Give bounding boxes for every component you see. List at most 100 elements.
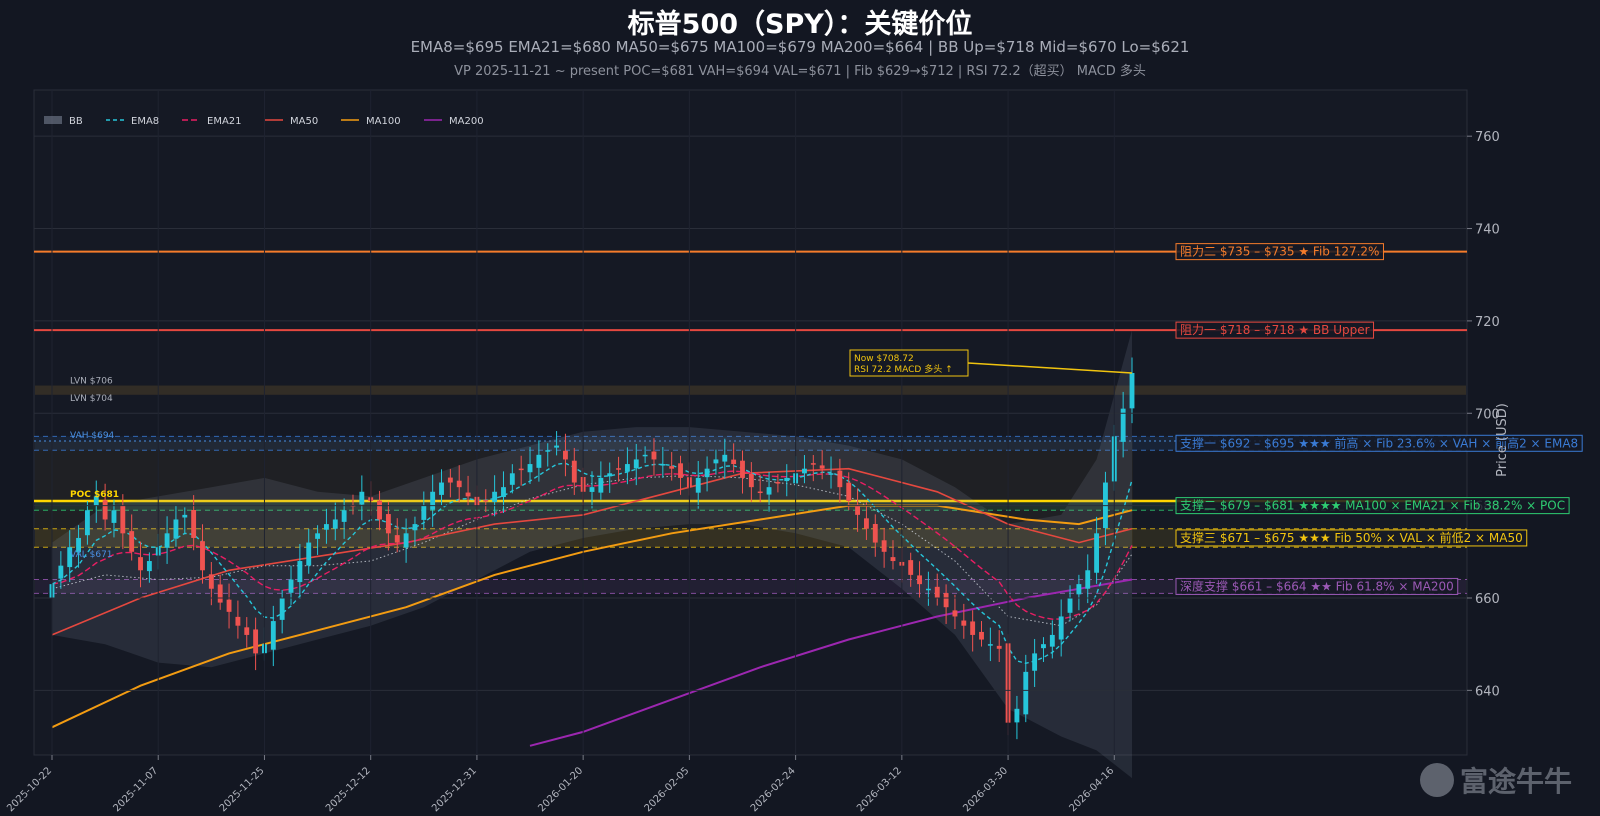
candle-body	[1058, 616, 1064, 640]
candle-body	[465, 492, 471, 497]
candle-body	[669, 466, 675, 469]
candle-body	[332, 519, 338, 529]
resistance2-label-box	[1175, 243, 1384, 261]
candle-body	[802, 468, 807, 474]
candle-body	[323, 524, 329, 530]
value-area-shade	[35, 440, 1133, 548]
candle-body	[1032, 653, 1038, 671]
ma200-line	[529, 578, 1133, 747]
candle-body	[748, 473, 754, 488]
candle-body	[713, 459, 719, 464]
chart-subtitle-indicators: EMA8=$695 EMA21=$680 MA50=$675 MA100=$67…	[410, 38, 1190, 56]
candle-body	[810, 463, 816, 465]
candle-body	[385, 514, 391, 534]
support2-label: 支撑二 $679 – $681 ★★★★ MA100 × EMA21 × Fib…	[1180, 498, 1565, 513]
lvn-label: LVN $704	[70, 394, 113, 404]
legend-label-ema21: EMA21	[207, 116, 242, 127]
candle-body	[270, 621, 276, 650]
candle-body	[837, 470, 843, 488]
x-tick-label: 2025-12-31	[430, 765, 479, 814]
candle-body	[58, 565, 64, 579]
y-tick-label: 760	[1475, 130, 1500, 145]
candle-body	[563, 450, 568, 460]
candle-body	[129, 531, 135, 552]
support2-label-box	[1175, 497, 1570, 515]
candle-body	[447, 477, 453, 483]
legend-label-ma100: MA100	[366, 116, 401, 127]
candle-body	[651, 451, 657, 460]
candle-body	[483, 500, 489, 502]
bollinger-band	[51, 330, 1133, 779]
support3-label-box	[1175, 529, 1528, 547]
candle-body	[952, 610, 958, 617]
candle-body	[244, 627, 250, 635]
x-tick-label: 2025-12-12	[324, 765, 373, 814]
candle-body	[598, 477, 604, 493]
candle-body	[527, 464, 533, 473]
ma50-line	[51, 467, 1133, 636]
candle-body	[731, 459, 737, 465]
candle-body	[908, 560, 914, 575]
candle-body	[961, 620, 967, 626]
candle-body	[492, 491, 498, 502]
candle-body	[377, 500, 382, 520]
y-tick-label: 640	[1475, 684, 1500, 699]
candle-body	[430, 491, 436, 510]
candle-body	[120, 505, 126, 534]
resistance2-label: 阻力二 $735 – $735 ★ Fib 127.2%	[1180, 245, 1379, 259]
candle-body	[164, 533, 170, 548]
x-tick-label: 2026-04-16	[1068, 765, 1117, 814]
ema21-line	[51, 470, 1133, 620]
candle-body	[439, 482, 444, 495]
candle-body	[191, 509, 197, 538]
candle-body	[624, 464, 630, 472]
candle-body	[784, 477, 790, 482]
candle-body	[660, 464, 666, 466]
candle-body	[315, 533, 321, 539]
x-tick-label: 2026-02-05	[643, 765, 692, 814]
support3-zone	[35, 528, 1466, 548]
candle-body	[934, 586, 940, 598]
candle-body	[722, 454, 728, 462]
candle-body	[1023, 671, 1029, 715]
candle-body	[607, 473, 613, 477]
candle-body	[359, 491, 365, 505]
candle-body	[93, 496, 99, 506]
candle-body	[1076, 584, 1082, 595]
x-tick-label: 2026-03-30	[961, 765, 1010, 814]
candle-body	[67, 547, 73, 568]
candle-body	[84, 510, 90, 536]
candle-body	[1085, 570, 1091, 589]
x-tick-label: 2026-02-24	[749, 765, 798, 814]
legend-label-ema8: EMA8	[131, 116, 159, 127]
chart-subtitle-profile: VP 2025-11-21 ~ present POC=$681 VAH=$69…	[454, 64, 1146, 79]
deep_support-label: 深度支撑 $661 – $664 ★★ Fib 61.8% × MA200	[1180, 578, 1454, 593]
candle-body	[828, 473, 834, 475]
candle-body	[1067, 597, 1073, 613]
vah-label: VAH $694	[70, 431, 115, 441]
candle-body	[554, 445, 560, 448]
y-tick-label: 740	[1475, 223, 1500, 238]
annotation-box	[849, 349, 969, 377]
candle-body	[226, 599, 232, 612]
chart-title: 标普500（SPY）：关键价位	[627, 9, 973, 40]
x-tick-label: 2026-03-12	[855, 765, 904, 814]
resistance1-label: 阻力一 $718 – $718 ★ BB Upper	[1180, 323, 1370, 337]
candle-body	[288, 579, 294, 593]
candle-body	[1094, 533, 1100, 573]
candle-body	[678, 463, 683, 478]
candle-body	[616, 468, 621, 470]
candle-body	[146, 561, 152, 572]
candle-body	[987, 644, 993, 646]
candle-body	[1014, 708, 1020, 723]
candle-body	[208, 574, 214, 589]
candle-body	[297, 561, 303, 583]
candle-body	[819, 465, 825, 469]
candle-body	[917, 575, 922, 585]
candle-body	[1120, 408, 1126, 442]
candle-body	[545, 450, 551, 452]
candle-body	[279, 597, 285, 620]
candle-body	[235, 616, 241, 626]
candle-body	[571, 460, 577, 483]
